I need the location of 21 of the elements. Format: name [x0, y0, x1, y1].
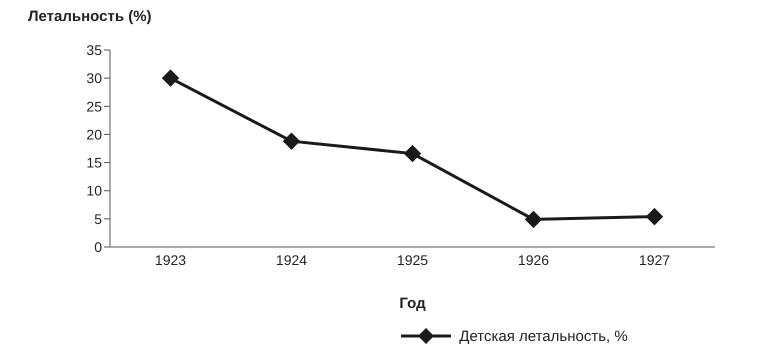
point: [162, 70, 179, 87]
x-tick-label: 1924: [276, 252, 308, 268]
y-tick-label: 0: [94, 238, 102, 255]
y-tick-label: 10: [86, 182, 102, 199]
y-tick-label: 35: [86, 42, 102, 58]
y-tick-label: 5: [94, 210, 102, 227]
point: [404, 145, 421, 162]
point: [283, 132, 300, 150]
y-tick-label: 25: [86, 98, 102, 114]
y-tick-label: 20: [86, 126, 102, 142]
legend-label: Детская летальность, %: [459, 328, 628, 344]
x-tick-label: 1926: [518, 252, 550, 268]
x-axis-title: Год: [398, 295, 427, 312]
point: [646, 208, 663, 226]
x-tick-label: 1927: [638, 252, 670, 268]
y-tick-label: 15: [86, 154, 102, 171]
y-tick-label: 30: [86, 70, 102, 86]
x-tick-label: 1923: [154, 252, 186, 268]
y-axis-title: Летальность (%): [28, 8, 152, 25]
point: [525, 210, 542, 228]
x-tick-label: 1925: [396, 252, 428, 268]
